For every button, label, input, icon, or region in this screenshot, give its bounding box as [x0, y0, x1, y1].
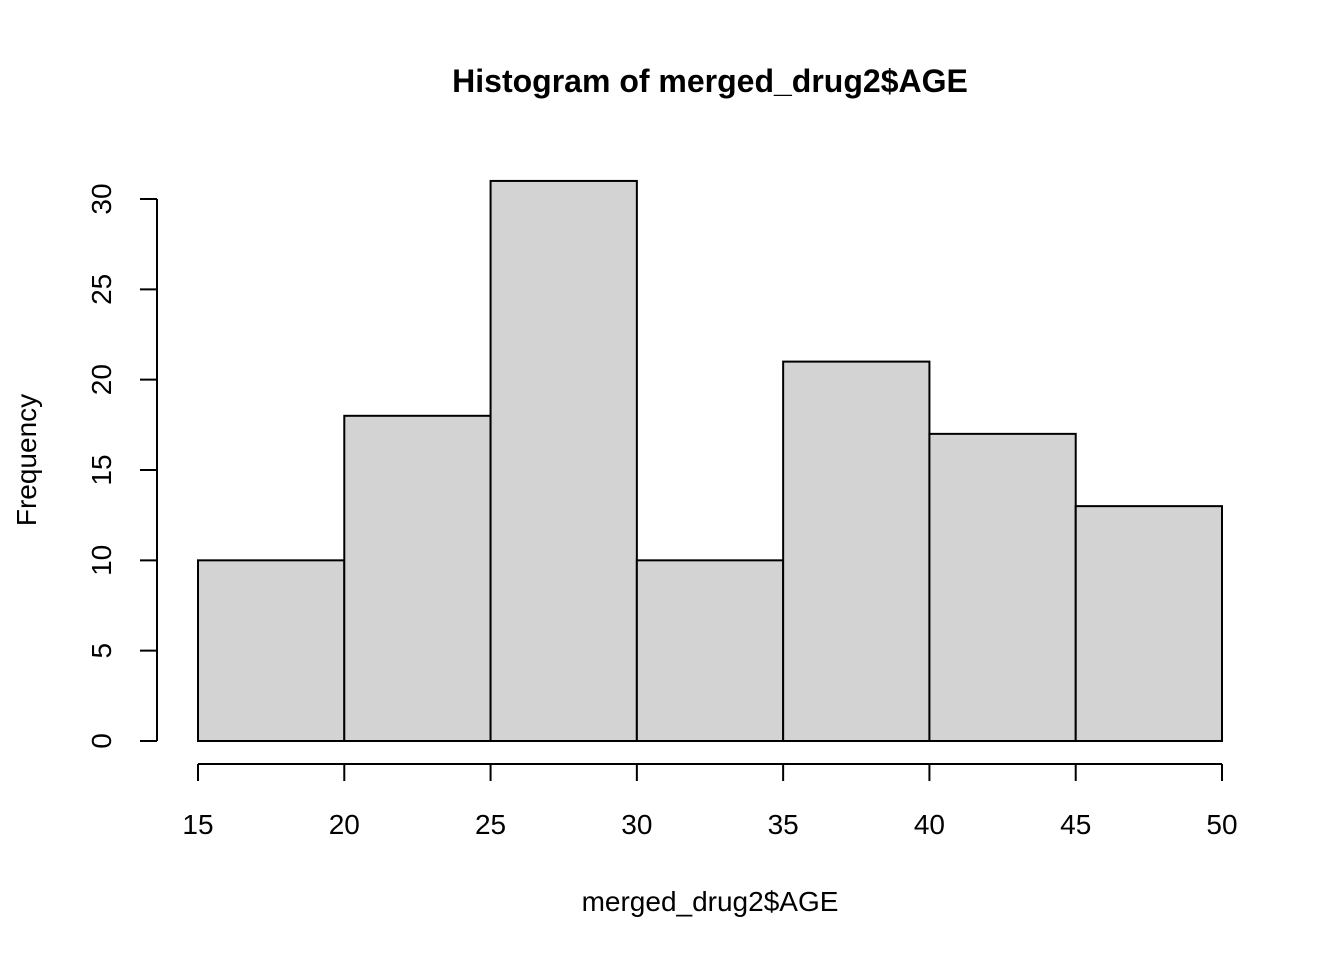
- x-tick-label-20: 20: [329, 809, 360, 840]
- bars-layer: [197, 179, 1223, 742]
- y-axis: 0 5 10 15 20 25 30: [86, 183, 158, 749]
- x-axis: 15 20 25 30 35 40 45 50: [182, 763, 1238, 840]
- x-tick-label-35: 35: [768, 809, 799, 840]
- x-tick-label-45: 45: [1060, 809, 1091, 840]
- histogram-bar-15-20: [197, 559, 346, 742]
- y-tick-label-5: 5: [86, 643, 117, 659]
- histogram-bar-40-45: [928, 432, 1077, 742]
- y-tick-label-20: 20: [86, 364, 117, 395]
- x-tick-label-30: 30: [621, 809, 652, 840]
- x-tick-label-50: 50: [1206, 809, 1237, 840]
- y-tick-label-0: 0: [86, 733, 117, 749]
- histogram-bar-25-30: [489, 179, 638, 742]
- y-axis-label: Frequency: [11, 394, 42, 526]
- y-tick-label-25: 25: [86, 274, 117, 305]
- histogram-bar-45-50: [1074, 505, 1223, 742]
- x-tick-label-15: 15: [182, 809, 213, 840]
- histogram-bar-20-25: [343, 414, 492, 742]
- chart-title: Histogram of merged_drug2$AGE: [452, 63, 968, 99]
- x-tick-label-40: 40: [914, 809, 945, 840]
- y-tick-label-10: 10: [86, 545, 117, 576]
- y-tick-label-15: 15: [86, 454, 117, 485]
- x-axis-label: merged_drug2$AGE: [582, 886, 839, 917]
- x-tick-label-25: 25: [475, 809, 506, 840]
- histogram-bar-35-40: [782, 360, 931, 742]
- y-tick-label-30: 30: [86, 183, 117, 214]
- histogram-bar-30-35: [635, 559, 785, 742]
